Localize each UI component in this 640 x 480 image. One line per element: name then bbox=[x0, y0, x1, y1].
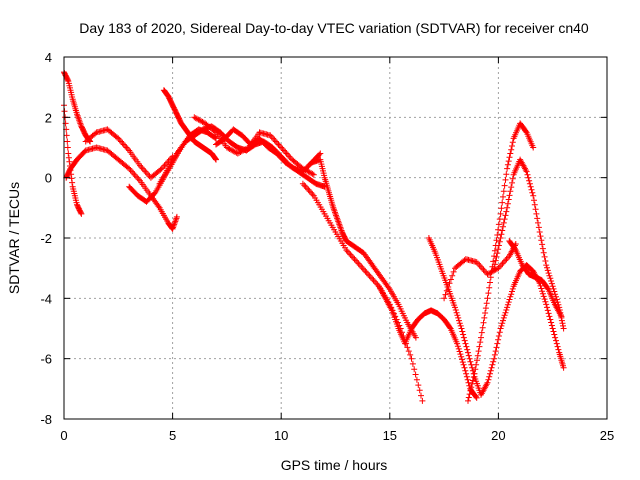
y-tick-label: 2 bbox=[45, 110, 52, 125]
x-tick-label: 10 bbox=[274, 428, 288, 443]
x-tick-label: 25 bbox=[600, 428, 614, 443]
data-series bbox=[61, 69, 567, 404]
series-sat-b bbox=[61, 69, 94, 145]
y-tick-label: -6 bbox=[40, 352, 52, 367]
series-sat-l bbox=[375, 283, 480, 401]
series-sat-d bbox=[82, 126, 176, 181]
series-sat-c bbox=[63, 144, 180, 232]
series-sat-k bbox=[299, 180, 426, 404]
series-sat-o bbox=[465, 120, 537, 404]
axis-ticks: 0 5 10 15 20 25 -8 -6 -4 -2 0 2 4 bbox=[40, 50, 614, 443]
y-axis-label: SDTVAR / TECUs bbox=[6, 182, 22, 294]
series-sat-a bbox=[61, 102, 85, 217]
grid bbox=[64, 57, 607, 419]
series-sat-h bbox=[191, 114, 317, 178]
series-sat-n bbox=[441, 241, 519, 302]
series-sat-i bbox=[213, 126, 324, 175]
series-sat-q bbox=[506, 238, 565, 320]
y-tick-label: -4 bbox=[40, 291, 52, 306]
series-sat-j bbox=[308, 156, 419, 341]
y-tick-label: 4 bbox=[45, 50, 52, 65]
y-tick-label: 0 bbox=[45, 171, 52, 186]
y-tick-label: -8 bbox=[40, 412, 52, 427]
y-tick-label: -2 bbox=[40, 231, 52, 246]
x-tick-label: 15 bbox=[383, 428, 397, 443]
x-tick-label: 20 bbox=[491, 428, 505, 443]
chart-title: Day 183 of 2020, Sidereal Day-to-day VTE… bbox=[79, 20, 589, 36]
x-tick-label: 5 bbox=[169, 428, 176, 443]
x-axis-label: GPS time / hours bbox=[281, 457, 388, 473]
x-tick-label: 0 bbox=[60, 428, 67, 443]
series-sat-p bbox=[491, 156, 567, 332]
